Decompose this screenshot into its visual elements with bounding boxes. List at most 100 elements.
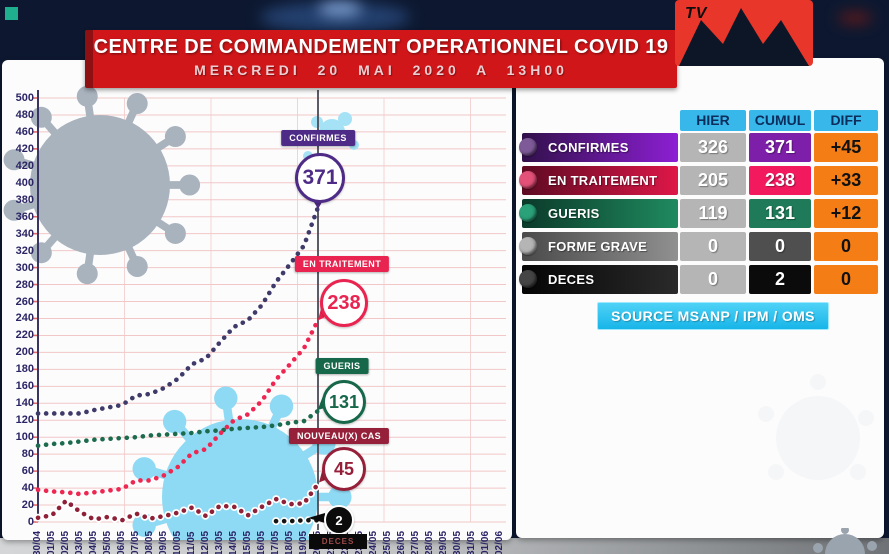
gueris-total: 131 — [328, 391, 360, 412]
y-tick-label: 160 — [15, 380, 34, 393]
x-tick-label: 02/05 — [60, 530, 71, 554]
y-tick-label: 420 — [15, 142, 34, 155]
deces-total: 2 — [335, 512, 343, 528]
series-badge-confirmes: CONFIRMES — [281, 130, 355, 146]
row-label: GUERIS — [522, 199, 678, 228]
row-label: FORME GRAVE — [522, 232, 678, 261]
x-tick-label: 26/05 — [396, 530, 407, 554]
y-tick-label: 460 — [15, 125, 34, 138]
x-tick-label: 09/05 — [158, 530, 169, 554]
tvm-logo: TV — [675, 0, 813, 66]
x-tick-label: 12/05 — [200, 530, 211, 554]
y-tick-label: 260 — [15, 295, 34, 308]
row-label: EN TRAITEMENT — [522, 166, 678, 195]
value-balloon-deces: 2 — [324, 505, 354, 535]
y-tick-label: 220 — [15, 329, 34, 342]
background-virus-watermark — [813, 528, 877, 554]
series-badge-gueris: GUERIS — [315, 358, 369, 374]
balloon-tail-deces — [308, 513, 325, 523]
cell-cumul: 0 — [749, 232, 811, 261]
bottom-strip — [0, 538, 889, 554]
cell-cumul: 371 — [749, 133, 811, 162]
x-tick-label: 01/05 — [46, 530, 57, 554]
y-tick-label: 40 — [21, 482, 34, 495]
tvm-logo-tv-text: TV — [685, 5, 708, 22]
covid-evolution-line-chart — [3, 85, 506, 540]
deces-axis-tag: DECES — [309, 534, 367, 549]
x-tick-label: 30/05 — [452, 530, 463, 554]
cell-hier: 205 — [680, 166, 746, 195]
y-tick-label: 120 — [15, 414, 34, 427]
stats-panel: HIER CUMUL DIFF CONFIRMES 326 371 +45 EN TRA… — [516, 58, 884, 538]
x-tick-label: 03/05 — [74, 530, 85, 554]
y-tick-label: 0 — [27, 516, 34, 528]
cell-hier: 119 — [680, 199, 746, 228]
cell-hier: 326 — [680, 133, 746, 162]
banner-title: CENTRE DE COMMANDEMENT OPERATIONNEL COVI… — [93, 36, 669, 58]
x-tick-label: 17/05 — [270, 530, 281, 554]
y-tick-label: 400 — [15, 176, 34, 189]
nouveaux-cas-total: 45 — [333, 458, 355, 479]
column-header-diff: DIFF — [814, 110, 878, 131]
x-tick-label: 14/05 — [228, 530, 239, 554]
cell-cumul: 2 — [749, 265, 811, 294]
table-row-forme-grave: FORME GRAVE 0 0 0 — [516, 232, 884, 261]
y-tick-label: 20 — [21, 499, 34, 512]
value-balloon-nouveaux-cas: 45 — [322, 447, 366, 491]
x-tick-label: 28/05 — [424, 530, 435, 554]
series-bullet — [519, 138, 537, 156]
series-bullet — [519, 204, 537, 222]
value-balloon-en-traitement: 238 — [320, 279, 368, 327]
en-traitement-total: 238 — [327, 291, 361, 314]
series-bullet — [519, 171, 537, 189]
y-tick-label: 80 — [21, 448, 34, 461]
value-balloon-confirmes: 371 — [295, 153, 345, 203]
y-tick-label: 240 — [15, 312, 34, 325]
row-label: DECES — [522, 265, 678, 294]
cell-cumul: 131 — [749, 199, 811, 228]
y-tick-label: 60 — [21, 465, 34, 478]
y-tick-label: 500 — [15, 92, 34, 104]
studio-green-chip — [5, 7, 18, 20]
chart-panel: 500 480 460 420 420 400 380 360 340 320 300 280 260 2… — [2, 60, 512, 554]
value-balloon-gueris: 131 — [322, 380, 366, 424]
source-banner: SOURCE MSANP / IPM / OMS — [597, 302, 829, 330]
y-tick-label: 280 — [15, 278, 34, 291]
tvm-logo-m-shape — [679, 8, 809, 66]
x-tick-label: 05/05 — [102, 530, 113, 554]
cell-diff: 0 — [814, 265, 878, 294]
y-tick-label: 100 — [15, 431, 34, 444]
x-tick-label: 13/05 — [214, 530, 225, 554]
series-badge-nouveaux-cas: NOUVEAU(X) CAS — [288, 428, 390, 444]
banner-subtitle: MERCREDI 20 MAI 2020 A 13H00 — [194, 62, 568, 78]
y-tick-label: 480 — [15, 108, 34, 121]
x-tick-label: 30/04 — [32, 530, 43, 554]
y-tick-label: 180 — [15, 363, 34, 376]
x-tick-label: 08/05 — [144, 530, 155, 554]
cell-diff: 0 — [814, 232, 878, 261]
cell-cumul: 238 — [749, 166, 811, 195]
confirmes-total: 371 — [302, 166, 338, 189]
series-bullet — [519, 237, 537, 255]
y-tick-label: 340 — [15, 227, 34, 240]
cell-diff: +33 — [814, 166, 878, 195]
column-header-cumul: CUMUL — [749, 110, 811, 131]
row-label: CONFIRMES — [522, 133, 678, 162]
y-tick-label: 380 — [15, 193, 34, 206]
x-tick-label: 27/05 — [410, 530, 421, 554]
x-tick-label: 18/05 — [284, 530, 295, 554]
x-tick-label: 11/05 — [186, 531, 197, 554]
x-tick-label: 10/05 — [172, 530, 183, 554]
x-tick-label: 04/05 — [88, 530, 99, 554]
table-row-confirmes: CONFIRMES 326 371 +45 — [516, 133, 884, 162]
x-tick-label: 07/05 — [130, 530, 141, 554]
y-tick-label: 200 — [15, 346, 34, 359]
x-tick-label: 31/05 — [466, 530, 477, 554]
x-tick-label: 24/05 — [368, 530, 379, 554]
cell-diff: +12 — [814, 199, 878, 228]
x-tick-label: 06/05 — [116, 530, 127, 554]
x-tick-label: 16/05 — [256, 530, 267, 554]
cell-hier: 0 — [680, 232, 746, 261]
y-tick-label: 320 — [15, 244, 34, 257]
y-tick-label: 420 — [15, 159, 34, 172]
